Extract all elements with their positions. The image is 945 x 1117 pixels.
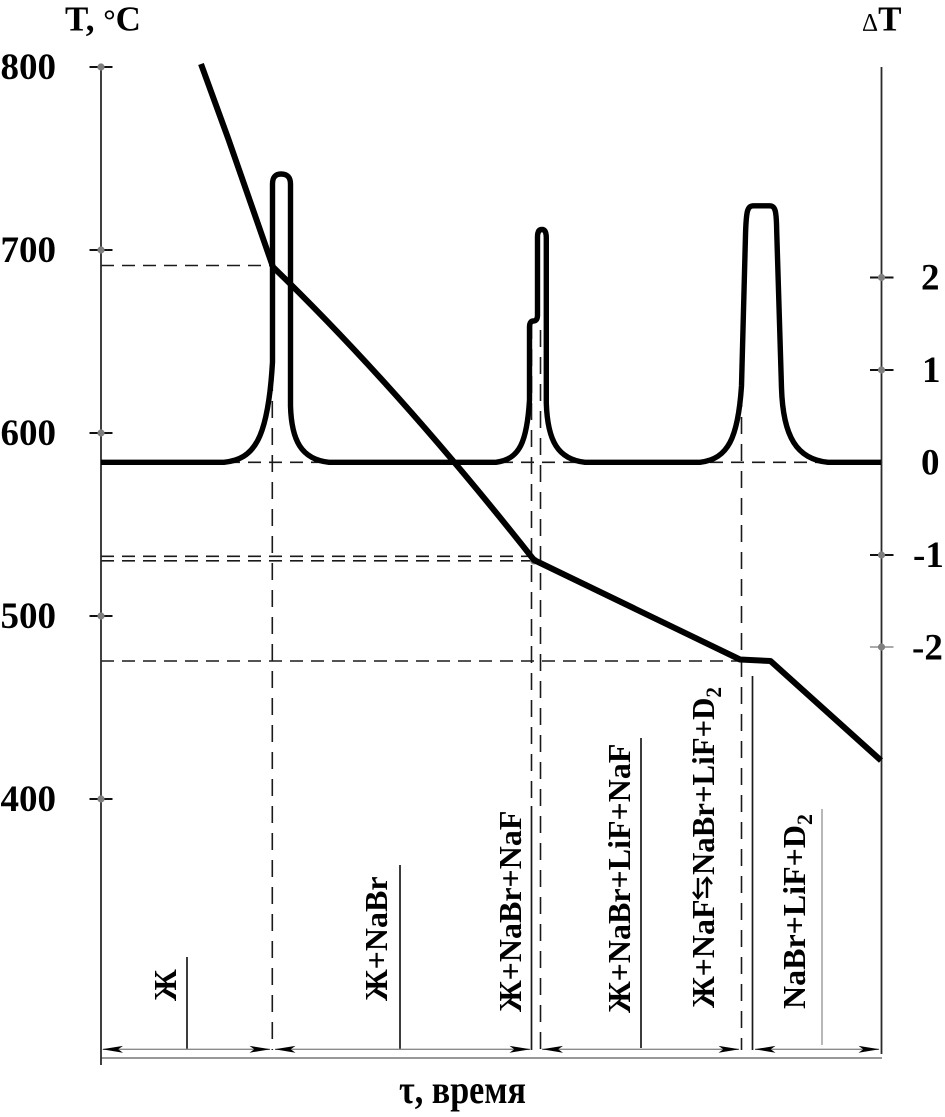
svg-text:Ж+NaBr: Ж+NaBr bbox=[358, 876, 394, 1001]
svg-text:600: 600 bbox=[1, 413, 57, 454]
svg-text:700: 700 bbox=[1, 230, 57, 271]
svg-text:NaBr+LiF+D2: NaBr+LiF+D2 bbox=[685, 687, 726, 875]
svg-text:ΔT: ΔT bbox=[862, 0, 901, 39]
svg-text:400: 400 bbox=[1, 779, 57, 820]
svg-text:800: 800 bbox=[1, 47, 57, 88]
svg-text:2: 2 bbox=[921, 258, 940, 299]
svg-text:τ, время: τ, время bbox=[399, 1067, 526, 1112]
svg-text:-1: -1 bbox=[913, 535, 944, 576]
svg-text:Ж+NaBr+LiF+NaF: Ж+NaBr+LiF+NaF bbox=[601, 744, 637, 1013]
svg-text:0: 0 bbox=[921, 443, 940, 484]
svg-text:Ж: Ж bbox=[147, 969, 183, 1001]
svg-text:500: 500 bbox=[1, 596, 57, 637]
svg-text:-2: -2 bbox=[912, 628, 943, 669]
svg-text:Ж+NaF: Ж+NaF bbox=[685, 899, 721, 1008]
svg-text:Ж+NaBr+NaF: Ж+NaBr+NaF bbox=[492, 811, 528, 1012]
svg-text:1: 1 bbox=[922, 350, 941, 391]
svg-text:NaBr+LiF+D2: NaBr+LiF+D2 bbox=[776, 814, 817, 1009]
svg-text:T, °C: T, °C bbox=[65, 0, 141, 39]
